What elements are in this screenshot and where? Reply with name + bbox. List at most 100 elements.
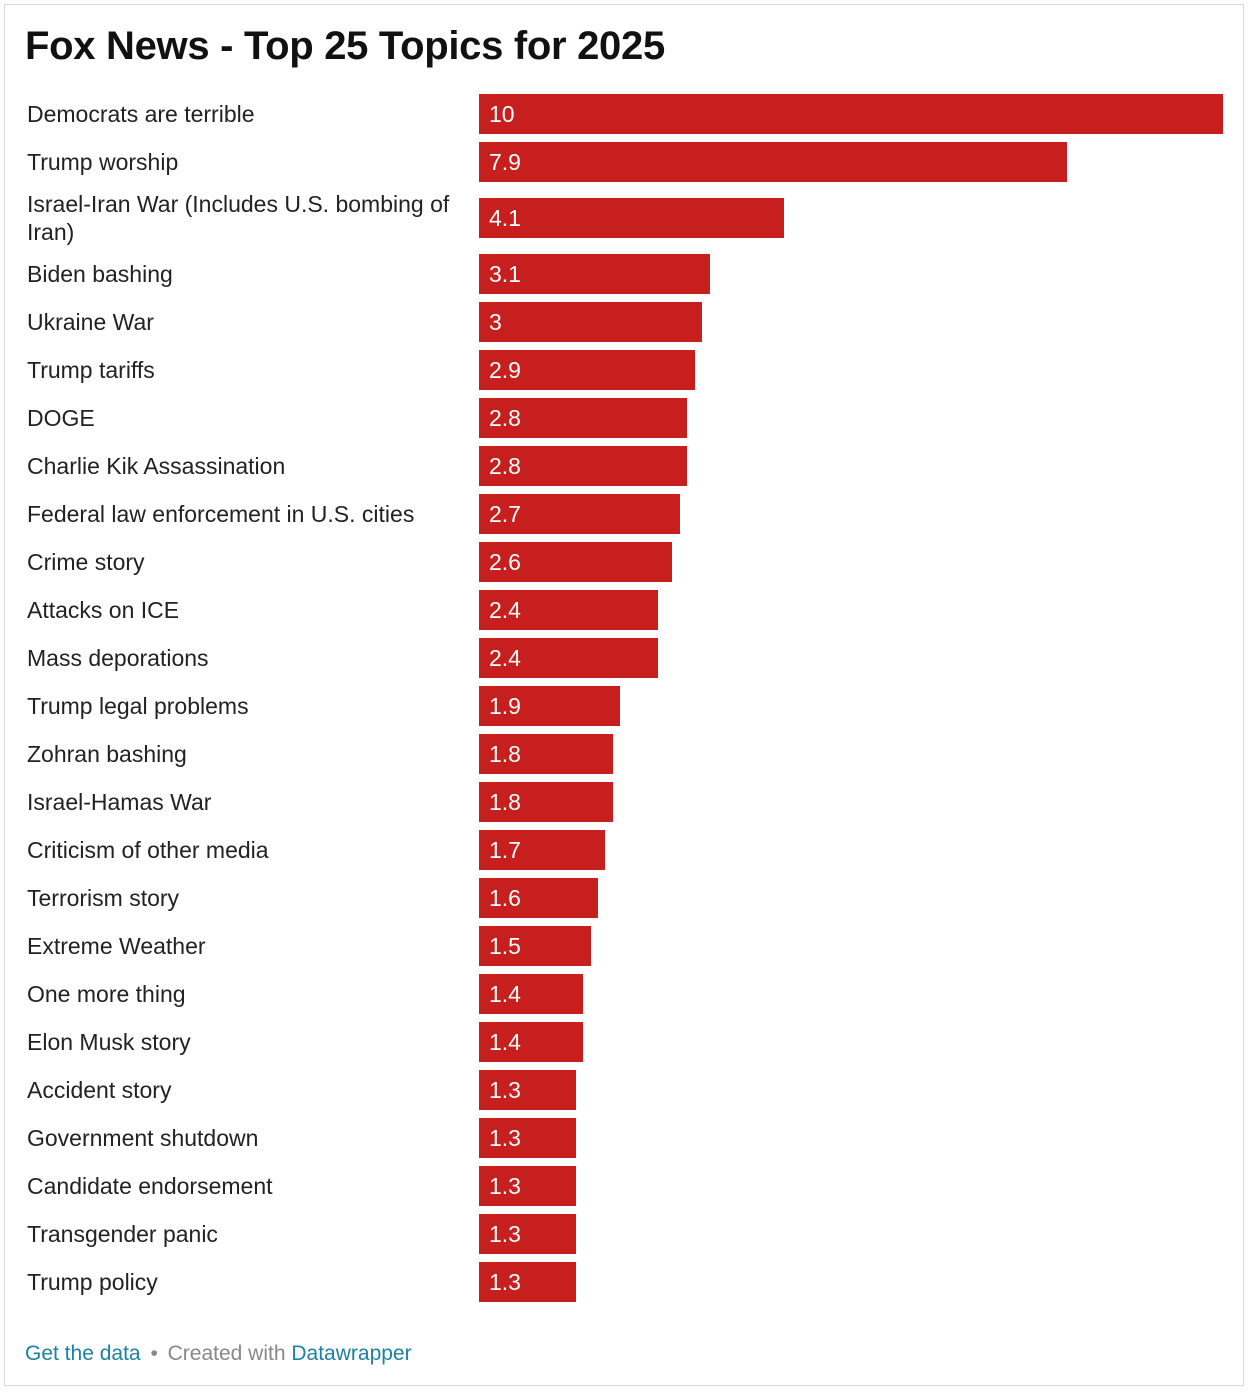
- bar: [479, 398, 688, 438]
- bar-row: Biden bashing 3.1: [0, 254, 1250, 294]
- bar-value-label: 10: [489, 101, 515, 127]
- bar: [479, 302, 703, 342]
- bar-label: DOGE: [27, 405, 95, 431]
- bar-label: Candidate endorsement: [27, 1173, 273, 1199]
- bar-value-label: 1.8: [489, 741, 521, 767]
- bar-chart: Democrats are terrible 10 Trump worship 7.9…: [0, 94, 1250, 1302]
- bar-row: Democrats are terrible 10: [0, 94, 1250, 134]
- bar-row: Zohran bashing 1.8: [0, 734, 1250, 774]
- bar-row: Mass deporations 2.4: [0, 638, 1250, 678]
- bar-value-label: 2.4: [489, 645, 521, 671]
- bar-row: Trump worship 7.9: [0, 142, 1250, 182]
- bar-value-label: 1.4: [489, 981, 521, 1007]
- bar-value-label: 1.4: [489, 1029, 521, 1055]
- bar-value-label: 1.9: [489, 693, 521, 719]
- bar-label: Biden bashing: [27, 261, 173, 287]
- bar-row: One more thing 1.4: [0, 974, 1250, 1014]
- bar-label: Government shutdown: [27, 1125, 259, 1151]
- bar-label: Attacks on ICE: [27, 597, 180, 623]
- bar-label: Israel-Hamas War: [27, 789, 212, 815]
- bar-value-label: 1.8: [489, 789, 521, 815]
- bar-value-label: 1.3: [489, 1173, 521, 1199]
- bar-value-label: 2.6: [489, 549, 521, 575]
- bar: [479, 1214, 576, 1254]
- bar-label: Charlie Kik Assassination: [27, 453, 286, 479]
- datawrapper-link[interactable]: Datawrapper: [291, 1342, 412, 1365]
- bar: [479, 878, 599, 918]
- bar: [479, 638, 658, 678]
- bar-label: Accident story: [27, 1077, 172, 1103]
- bar-label: Mass deporations: [27, 645, 209, 671]
- bar-label: Criticism of other media: [27, 837, 269, 863]
- bar-label: Elon Musk story: [27, 1029, 191, 1055]
- bar-value-label: 7.9: [489, 149, 521, 175]
- bar: [479, 198, 785, 238]
- bar-row: Candidate endorsement 1.3: [0, 1166, 1250, 1206]
- bar: [479, 1166, 576, 1206]
- bar-label: One more thing: [27, 981, 186, 1007]
- bar-value-label: 1.3: [489, 1269, 521, 1295]
- bar-value-label: 1.5: [489, 933, 521, 959]
- bar: [479, 1118, 576, 1158]
- bar-label: Trump legal problems: [27, 693, 249, 719]
- bar-label: Trump worship: [27, 149, 179, 175]
- bar: [479, 446, 688, 486]
- bar-value-label: 1.7: [489, 837, 521, 863]
- bar-row: Charlie Kik Assassination 2.8: [0, 446, 1250, 486]
- bar-label: Ukraine War: [27, 309, 154, 335]
- bar-label: Crime story: [27, 549, 145, 575]
- bar-value-label: 2.7: [489, 501, 521, 527]
- bar-label: Trump policy: [27, 1269, 158, 1295]
- bar: [479, 926, 591, 966]
- bar-row: Federal law enforcement in U.S. cities 2.…: [0, 494, 1250, 534]
- bar-value-label: 2.4: [489, 597, 521, 623]
- bar-row: Extreme Weather 1.5: [0, 926, 1250, 966]
- bar-row: Trump policy 1.3: [0, 1262, 1250, 1302]
- bar-row: DOGE 2.8: [0, 398, 1250, 438]
- bar: [479, 974, 584, 1014]
- bar-value-label: 3: [489, 309, 502, 335]
- bar-label: Extreme Weather: [27, 933, 206, 959]
- bar-value-label: 2.8: [489, 453, 521, 479]
- bar-value-label: 2.9: [489, 357, 521, 383]
- bar-row: Israel-Iran War (Includes U.S. bombing o…: [0, 190, 1250, 246]
- bar: [479, 350, 695, 390]
- bar: [479, 782, 613, 822]
- bar-row: Terrorism story 1.6: [0, 878, 1250, 918]
- bar: [479, 1022, 584, 1062]
- bar-row: Israel-Hamas War 1.8: [0, 782, 1250, 822]
- bar-row: Trump legal problems 1.9: [0, 686, 1250, 726]
- bar: [479, 542, 673, 582]
- bar-label: Democrats are terrible: [27, 101, 255, 127]
- bar-row: Elon Musk story 1.4: [0, 1022, 1250, 1062]
- bar: [479, 494, 680, 534]
- bar-label: Transgender panic: [27, 1221, 218, 1247]
- bar-row: Transgender panic 1.3: [0, 1214, 1250, 1254]
- bar-value-label: 1.6: [489, 885, 521, 911]
- bar: [479, 94, 1223, 134]
- chart-frame: [4, 4, 1244, 1386]
- chart-title: Fox News - Top 25 Topics for 2025: [25, 24, 665, 68]
- bar-label: Israel-Iran War (Includes U.S. bombing o…: [27, 191, 450, 245]
- bar: [479, 1070, 576, 1110]
- chart-footer: Get the data • Created with Datawrapper: [25, 1342, 412, 1366]
- bar: [479, 142, 1067, 182]
- bar-value-label: 1.3: [489, 1221, 521, 1247]
- bar-value-label: 4.1: [489, 205, 521, 231]
- bar-row: Criticism of other media 1.7: [0, 830, 1250, 870]
- created-with-text: Created with: [167, 1342, 286, 1365]
- bar-label: Federal law enforcement in U.S. cities: [27, 501, 415, 527]
- get-the-data-link[interactable]: Get the data: [25, 1342, 141, 1365]
- bar-row: Ukraine War 3: [0, 302, 1250, 342]
- bar-value-label: 1.3: [489, 1125, 521, 1151]
- bar: [479, 254, 710, 294]
- bar-label: Terrorism story: [27, 885, 180, 911]
- bar: [479, 590, 658, 630]
- bar-row: Trump tariffs 2.9: [0, 350, 1250, 390]
- bar-row: Government shutdown 1.3: [0, 1118, 1250, 1158]
- bar-label: Zohran bashing: [27, 741, 187, 767]
- bar-value-label: 1.3: [489, 1077, 521, 1103]
- bar-value-label: 2.8: [489, 405, 521, 431]
- bar-row: Crime story 2.6: [0, 542, 1250, 582]
- bar: [479, 686, 621, 726]
